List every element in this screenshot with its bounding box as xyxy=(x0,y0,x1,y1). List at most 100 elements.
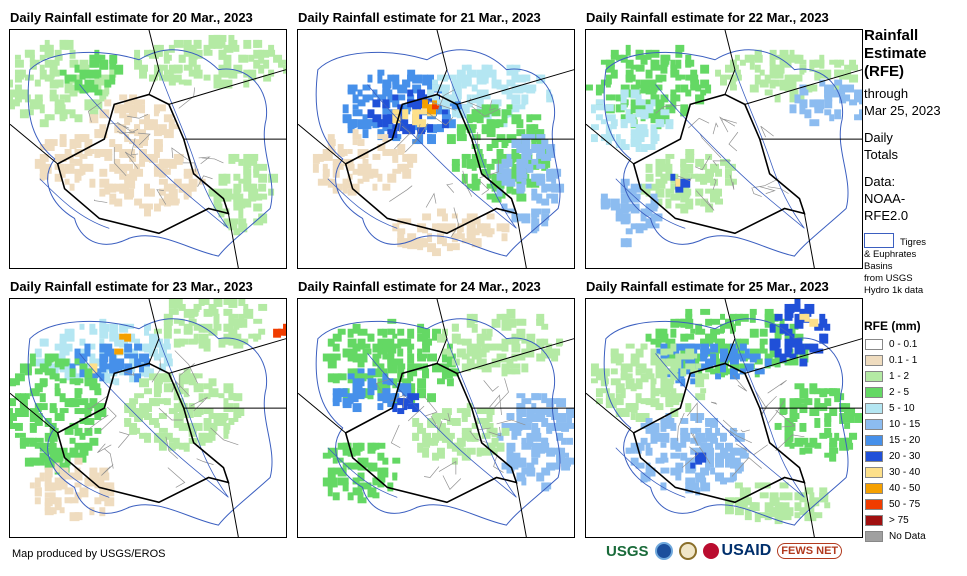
rainfall-cell xyxy=(233,193,244,202)
rainfall-cell xyxy=(64,149,72,156)
rainfall-cell xyxy=(774,507,785,514)
rainfall-cell xyxy=(839,74,849,80)
rainfall-cell xyxy=(198,299,205,306)
rainfall-cell xyxy=(764,308,774,318)
rainfall-cell xyxy=(804,84,813,93)
rainfall-cell xyxy=(486,163,495,170)
legend-item: 0 - 0.1 xyxy=(865,336,926,352)
rainfall-cell xyxy=(233,228,241,236)
rainfall-cell xyxy=(148,153,158,163)
rainfall-cell xyxy=(516,328,526,338)
rainfall-cell xyxy=(99,109,106,119)
rainfall-cell xyxy=(44,432,52,442)
rainfall-cell xyxy=(114,338,125,347)
rainfall-cell xyxy=(710,437,719,444)
rainfall-cell xyxy=(764,502,774,513)
rainfall-cell xyxy=(153,383,159,392)
rainfall-cell xyxy=(362,163,372,172)
rainfall-cell xyxy=(521,134,530,142)
rainfall-cell xyxy=(655,188,665,198)
rainfall-cell xyxy=(670,452,681,459)
rainfall-cell xyxy=(402,104,412,112)
rainfall-cell xyxy=(695,413,705,420)
rainfall-cell xyxy=(139,139,148,147)
rainfall-cell xyxy=(695,173,702,182)
rainfall-cell xyxy=(402,218,412,224)
rainfall-cell xyxy=(625,363,633,373)
rainfall-cell xyxy=(486,119,493,129)
rainfall-cell xyxy=(655,368,666,378)
rainfall-cell xyxy=(163,168,171,175)
rainfall-cell xyxy=(34,94,43,102)
rainfall-cell xyxy=(630,457,639,466)
rainfall-cell xyxy=(655,178,666,189)
rainfall-cell xyxy=(551,348,561,356)
rainfall-cell xyxy=(422,343,431,353)
rainfall-cell xyxy=(556,422,565,429)
rainfall-cell xyxy=(153,378,163,385)
rainfall-cell xyxy=(228,313,235,322)
rainfall-cell xyxy=(650,223,660,229)
rainfall-cell xyxy=(680,74,686,80)
rainfall-cell xyxy=(620,89,629,98)
rainfall-cell xyxy=(506,183,512,194)
rainfall-cell xyxy=(203,323,213,333)
rainfall-cell xyxy=(506,363,513,369)
rainfall-cell xyxy=(844,84,855,93)
basin-line-1: Tigres xyxy=(900,237,927,248)
rainfall-cell xyxy=(600,378,608,387)
rainfall-cell xyxy=(739,492,749,500)
rainfall-cell xyxy=(814,69,821,79)
rainfall-cell xyxy=(690,462,696,469)
rainfall-cell xyxy=(99,79,107,86)
rainfall-cell xyxy=(774,313,783,321)
rainfall-cell xyxy=(660,59,670,65)
rainfall-cell xyxy=(536,447,546,454)
rainfall-cell xyxy=(168,74,175,84)
rainfall-cell xyxy=(720,158,730,166)
rainfall-cell xyxy=(44,39,50,47)
rainfall-cell xyxy=(630,183,637,194)
rainfall-cell xyxy=(650,89,657,95)
legend-item: No Data xyxy=(865,528,926,544)
rainfall-cell xyxy=(84,99,94,106)
rainfall-cell xyxy=(650,388,660,397)
rainfall-cell xyxy=(402,403,408,411)
rainfall-cell xyxy=(432,328,441,338)
rainfall-cell xyxy=(650,427,658,434)
rainfall-cell xyxy=(794,512,801,519)
rainfall-cell xyxy=(238,223,248,233)
rainfall-cell xyxy=(531,343,540,349)
rainfall-cell xyxy=(183,193,189,200)
rainfall-cell xyxy=(541,153,547,161)
rainfall-cell xyxy=(516,74,527,83)
rainfall-cell xyxy=(630,358,638,367)
rainfall-cell xyxy=(407,158,414,168)
rainfall-cell xyxy=(392,124,398,130)
rainfall-cell xyxy=(729,79,736,89)
usgs-logo: USGS xyxy=(606,542,649,560)
rainfall-cell xyxy=(501,203,508,212)
rainfall-cell xyxy=(466,64,472,73)
rainfall-cell xyxy=(685,198,694,205)
rainfall-cell xyxy=(412,418,420,427)
rainfall-cell xyxy=(491,69,497,80)
rainfall-cell xyxy=(139,158,146,167)
rainfall-cell xyxy=(327,149,336,154)
legend-swatch xyxy=(865,530,883,542)
rainfall-cell xyxy=(625,44,631,51)
rainfall-cell xyxy=(630,119,637,128)
rainfall-cell xyxy=(59,168,66,178)
rainfall-cell xyxy=(819,59,825,69)
rainfall-cell xyxy=(104,363,113,370)
rainfall-cell xyxy=(54,482,62,491)
rainfall-cell xyxy=(387,114,398,123)
rainfall-cell xyxy=(84,408,92,418)
rainfall-cell xyxy=(734,363,740,372)
rainfall-cell xyxy=(104,79,112,88)
legend-item: 10 - 15 xyxy=(865,416,926,432)
rainfall-cell xyxy=(471,183,480,191)
rainfall-cell xyxy=(729,348,738,356)
rainfall-cell xyxy=(635,348,644,358)
rainfall-cell xyxy=(769,64,777,74)
